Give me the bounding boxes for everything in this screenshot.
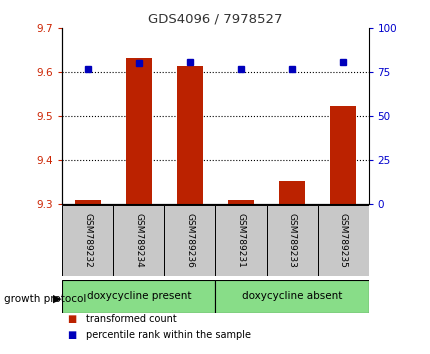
Text: GSM789231: GSM789231 [236, 213, 245, 268]
Text: transformed count: transformed count [86, 314, 177, 324]
Bar [113, 205, 164, 276]
Text: percentile rank within the sample: percentile rank within the sample [86, 330, 251, 339]
Bar [317, 205, 368, 276]
Text: GSM789235: GSM789235 [338, 213, 347, 268]
Text: GSM789236: GSM789236 [185, 213, 194, 268]
Text: doxycycline absent: doxycycline absent [241, 291, 341, 302]
Bar [215, 280, 368, 313]
Bar [164, 205, 215, 276]
Text: ■: ■ [67, 330, 76, 339]
Text: doxycycline present: doxycycline present [86, 291, 191, 302]
Bar [62, 280, 215, 313]
Text: ■: ■ [67, 314, 76, 324]
Bar [279, 181, 304, 204]
Text: GSM789232: GSM789232 [83, 213, 92, 268]
Bar [62, 205, 113, 276]
Bar [266, 205, 317, 276]
Bar [215, 205, 266, 276]
Bar [75, 200, 101, 204]
Bar [126, 58, 151, 204]
Text: GSM789234: GSM789234 [134, 213, 143, 268]
Text: growth protocol: growth protocol [4, 294, 86, 304]
Text: GDS4096 / 7978527: GDS4096 / 7978527 [148, 12, 282, 25]
Text: GSM789233: GSM789233 [287, 213, 296, 268]
Bar [228, 200, 253, 204]
Bar [177, 67, 202, 204]
Bar [329, 106, 355, 204]
Text: ▶: ▶ [52, 294, 61, 304]
